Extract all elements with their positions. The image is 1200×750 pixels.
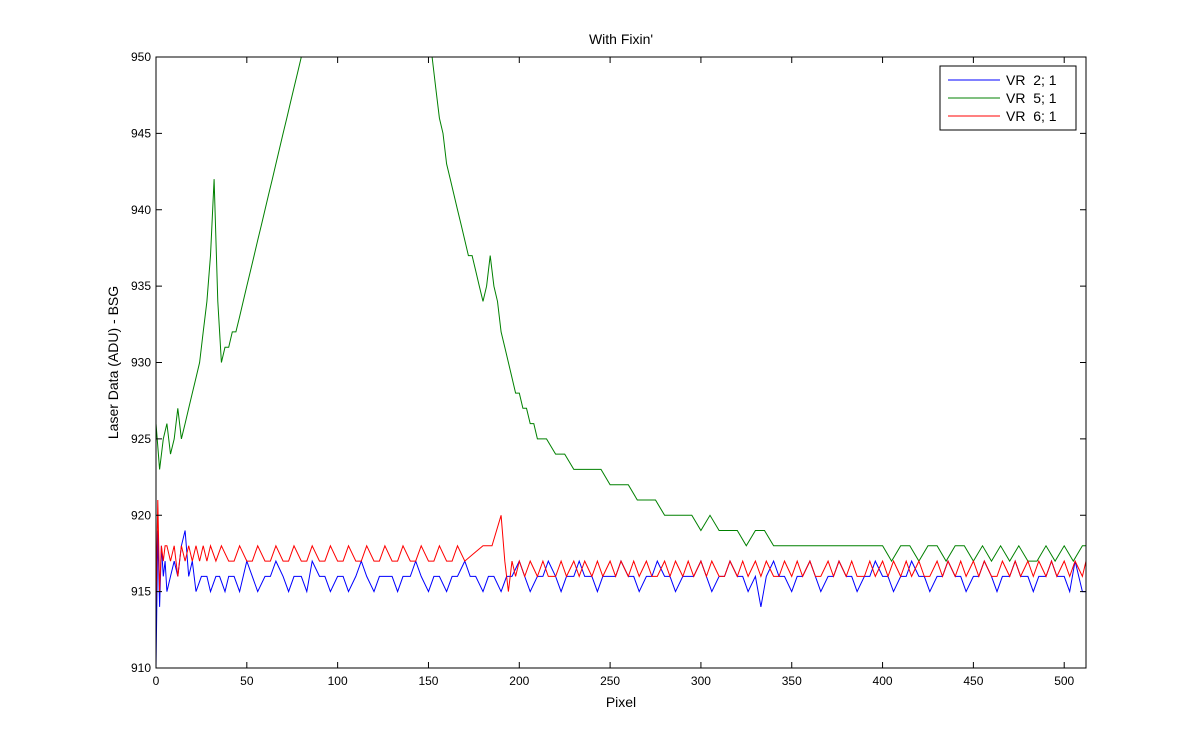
x-tick-label: 500 [1054, 674, 1074, 688]
x-tick-label: 250 [600, 674, 620, 688]
x-tick-label: 100 [328, 674, 348, 688]
y-tick-label: 925 [131, 432, 151, 446]
legend-entry-label: VR 2; 1 [1006, 72, 1057, 88]
x-tick-label: 400 [873, 674, 893, 688]
y-tick-label: 930 [131, 356, 151, 370]
legend-entry-label: VR 6; 1 [1006, 108, 1057, 124]
x-tick-label: 200 [509, 674, 529, 688]
x-tick-label: 50 [240, 674, 254, 688]
y-tick-label: 950 [131, 50, 151, 64]
series-layer [156, 57, 1086, 668]
y-tick-label: 945 [131, 126, 151, 140]
y-tick-label: 920 [131, 508, 151, 522]
chart-title: With Fixin' [589, 31, 653, 47]
legend-entry-label: VR 5; 1 [1006, 90, 1057, 106]
y-tick-label: 935 [131, 279, 151, 293]
y-tick-label: 910 [131, 661, 151, 675]
y-tick-label: 915 [131, 585, 151, 599]
x-tick-label: 350 [782, 674, 802, 688]
ticks-layer: 0 50 100 150 200 250 300 350 400 450 500 910 915 920 9… [131, 50, 1086, 688]
series-line-3 [156, 499, 1086, 607]
legend: VR 2; 1 VR 5; 1 VR 6; 1 [939, 65, 1077, 131]
series-line-1 [156, 530, 1086, 668]
x-tick-label: 300 [691, 674, 711, 688]
y-tick-label: 940 [131, 203, 151, 217]
x-tick-label: 0 [153, 674, 160, 688]
x-tick-label: 450 [963, 674, 983, 688]
series-line-2 [156, 57, 1086, 563]
x-tick-label: 150 [418, 674, 438, 688]
x-axis-label: Pixel [606, 694, 636, 710]
y-axis-label: Laser Data (ADU) - BSG [105, 286, 121, 439]
